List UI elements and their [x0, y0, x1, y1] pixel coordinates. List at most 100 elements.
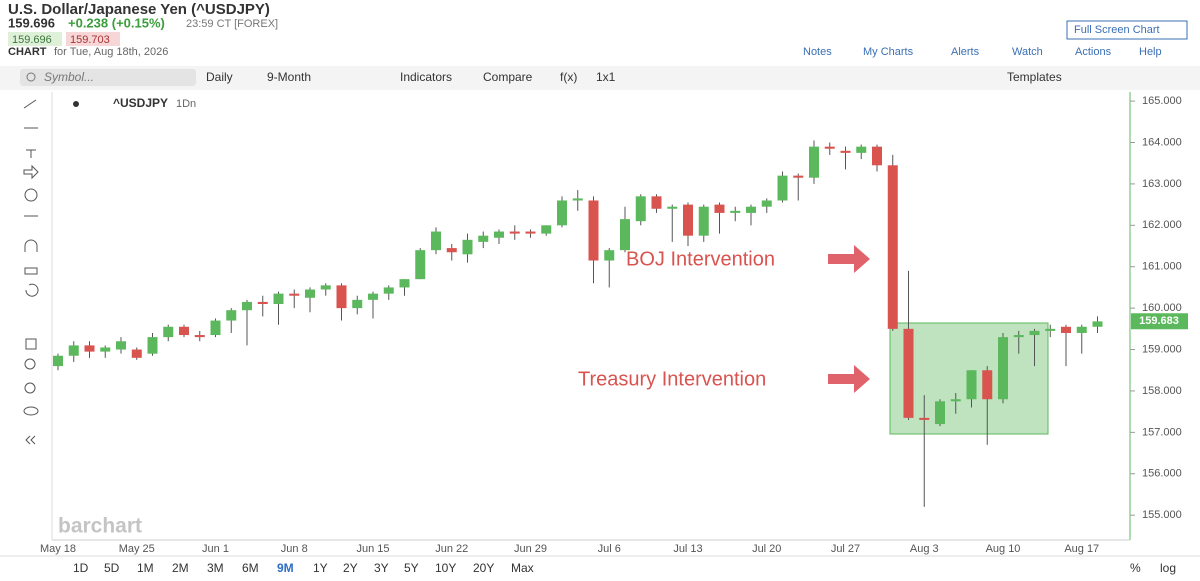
candle-body — [194, 335, 205, 338]
candle-body — [305, 289, 315, 298]
toolbar-item[interactable]: 1x1 — [596, 70, 616, 84]
candle-body — [840, 150, 851, 153]
period-button[interactable]: 10Y — [435, 561, 456, 575]
symbol-input[interactable] — [20, 69, 196, 86]
header-link[interactable]: Actions — [1075, 46, 1112, 58]
chart-date: for Tue, Aug 18th, 2026 — [54, 46, 168, 58]
candle-body — [856, 146, 867, 153]
candle-body — [604, 250, 615, 261]
last-price-label: 159.683 — [1139, 315, 1179, 327]
period-button[interactable]: 1Y — [313, 561, 328, 575]
candle-body — [950, 399, 961, 402]
scale-option[interactable]: % — [1130, 561, 1141, 575]
y-tick-label: 160.000 — [1142, 302, 1182, 314]
candle-body — [68, 345, 79, 356]
candle-body — [620, 219, 630, 251]
candle-body — [53, 355, 63, 367]
candle-body — [1061, 326, 1071, 333]
x-tick-label: Jul 20 — [752, 543, 781, 555]
candle-body — [352, 299, 363, 309]
x-tick-label: Jun 8 — [281, 543, 308, 555]
period-button[interactable]: 6M — [242, 561, 259, 575]
y-tick-label: 156.000 — [1142, 468, 1182, 480]
header-link[interactable]: Help — [1139, 46, 1162, 58]
period-button[interactable]: Max — [511, 561, 534, 575]
toolbar-item[interactable]: f(x) — [560, 70, 577, 84]
period-button[interactable]: 9M — [277, 561, 294, 575]
full-screen-label[interactable]: Full Screen Chart — [1074, 24, 1160, 36]
x-tick-label: Aug 3 — [910, 543, 939, 555]
period-button[interactable]: 2Y — [343, 561, 358, 575]
header-link[interactable]: Alerts — [951, 46, 980, 58]
candle-body — [651, 196, 662, 209]
header-link[interactable]: My Charts — [863, 46, 914, 58]
symbol-placeholder[interactable]: Symbol... — [44, 70, 94, 84]
period-button[interactable]: 3M — [207, 561, 224, 575]
candle-body — [462, 239, 473, 255]
y-tick-label: 157.000 — [1142, 426, 1182, 438]
candle-body — [903, 328, 914, 418]
visibility-icon[interactable] — [73, 101, 79, 107]
period-button[interactable]: 2M — [172, 561, 189, 575]
x-tick-label: Aug 17 — [1064, 543, 1099, 555]
candle-body — [116, 341, 126, 350]
y-tick-label: 159.000 — [1142, 343, 1182, 355]
period-button[interactable]: 20Y — [473, 561, 494, 575]
candle-body — [714, 204, 725, 213]
candle-body — [887, 165, 898, 329]
candle-body — [824, 146, 835, 149]
candle-body — [761, 200, 772, 207]
candle-body — [242, 301, 252, 311]
candle-body — [793, 175, 804, 178]
candle-body — [273, 293, 284, 304]
candle-body — [777, 175, 788, 201]
period-button[interactable]: 1M — [137, 561, 154, 575]
candle-body — [1076, 326, 1087, 333]
watermark: barchart — [58, 515, 142, 538]
candle-body — [667, 206, 678, 209]
full-screen-button[interactable] — [1066, 20, 1188, 40]
header-link[interactable]: Watch — [1012, 46, 1043, 58]
period-button[interactable]: 5D — [104, 561, 120, 575]
bid-box — [8, 32, 62, 46]
period-button[interactable]: 5Y — [404, 561, 419, 575]
drawing-tools — [23, 99, 39, 445]
candle-body — [336, 285, 347, 309]
candle-body — [982, 370, 993, 400]
legend-interval: 1Dn — [176, 98, 196, 110]
scale-option[interactable]: log — [1160, 561, 1176, 575]
x-tick-label: May 18 — [40, 543, 76, 555]
candle-body — [478, 235, 489, 242]
candle-body — [84, 345, 95, 352]
y-tick-label: 165.000 — [1142, 95, 1182, 107]
candle-body — [525, 231, 536, 234]
toolbar-item[interactable]: 9-Month — [267, 70, 311, 84]
candle-body — [919, 417, 930, 420]
candle-body — [257, 301, 268, 304]
toolbar-item[interactable]: Indicators — [400, 70, 452, 84]
y-tick-label: 161.000 — [1142, 261, 1182, 273]
candle-body — [163, 326, 174, 338]
toolbar-item[interactable]: Compare — [483, 70, 533, 84]
candle-body — [509, 231, 520, 234]
header-link[interactable]: Notes — [803, 46, 832, 58]
change: +0.238 (+0.15%) — [68, 15, 165, 30]
y-tick-label: 158.000 — [1142, 385, 1182, 397]
price: 159.696 — [8, 15, 55, 30]
annotation: Treasury Intervention — [578, 368, 766, 390]
candle-body — [730, 210, 741, 213]
toolbar-item[interactable]: Daily — [206, 70, 233, 84]
candle-body — [415, 250, 426, 280]
x-tick-label: Jul 13 — [673, 543, 702, 555]
bid: 159.696 — [12, 34, 52, 46]
x-tick-label: May 25 — [119, 543, 155, 555]
templates[interactable]: Templates — [1007, 70, 1062, 84]
period-button[interactable]: 3Y — [374, 561, 389, 575]
x-tick-label: Jun 29 — [514, 543, 547, 555]
candle-body — [1029, 330, 1040, 336]
period-button[interactable]: 1D — [73, 561, 89, 575]
candle-body — [998, 337, 1008, 400]
x-tick-label: Jul 27 — [831, 543, 860, 555]
x-tick-label: Jul 6 — [598, 543, 621, 555]
